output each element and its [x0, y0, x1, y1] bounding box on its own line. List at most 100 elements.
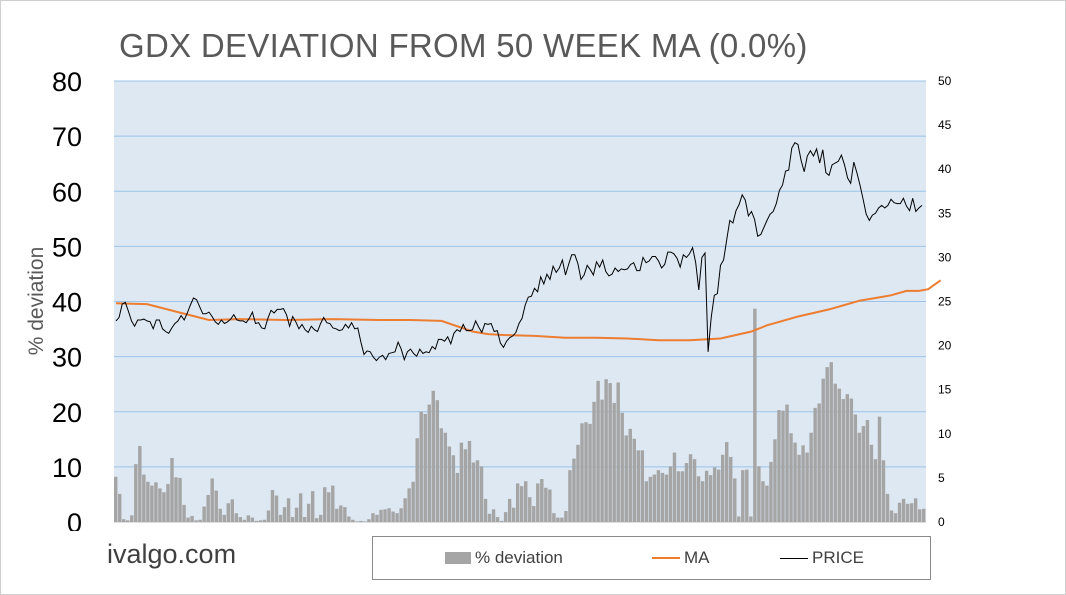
deviation-bar [520, 486, 524, 522]
deviation-bar [733, 478, 737, 522]
watermark-text: ivalgo.com [107, 539, 237, 569]
deviation-bar [849, 398, 854, 522]
deviation-bar [487, 513, 492, 522]
deviation-bar [664, 474, 669, 522]
legend-swatch-ma [652, 557, 680, 559]
deviation-bar [825, 367, 829, 522]
deviation-bar [455, 472, 460, 522]
deviation-bar [584, 422, 588, 522]
deviation-bar [467, 440, 472, 522]
deviation-bar [592, 401, 596, 522]
y-tick-label-left: 10 [52, 453, 82, 483]
deviation-bar [720, 454, 725, 522]
deviation-bar [688, 454, 693, 522]
deviation-bar [479, 466, 484, 522]
deviation-bar [893, 513, 898, 522]
deviation-bar [495, 517, 500, 522]
deviation-bar [242, 519, 247, 522]
legend-label-ma: MA [684, 548, 710, 567]
deviation-bar [319, 514, 323, 522]
deviation-bar [403, 498, 407, 522]
deviation-bar [737, 516, 741, 522]
deviation-bar [286, 498, 291, 522]
deviation-bar [142, 474, 146, 522]
deviation-bar [580, 423, 584, 522]
deviation-bar [588, 423, 592, 522]
deviation-bar [327, 492, 331, 522]
deviation-bar [158, 488, 162, 522]
deviation-bar [897, 502, 902, 522]
deviation-bar [700, 481, 705, 522]
deviation-bar [499, 520, 504, 522]
y-tick-label-right: 0 [938, 515, 945, 529]
y-tick-label-left: 30 [52, 343, 82, 373]
deviation-bar [656, 470, 661, 522]
deviation-bar [294, 507, 299, 522]
deviation-bar [877, 416, 882, 522]
y-tick-label-left: 20 [52, 398, 82, 428]
deviation-bar [439, 428, 444, 522]
deviation-bar [238, 517, 243, 522]
deviation-bar [624, 435, 628, 522]
y-tick-label-left: 0 [67, 508, 82, 531]
deviation-bar [226, 503, 230, 522]
deviation-bar [250, 517, 255, 522]
deviation-bar [411, 481, 415, 522]
deviation-bar [331, 485, 335, 522]
deviation-bar [130, 515, 134, 522]
grid-lines [114, 80, 926, 523]
deviation-bar [805, 452, 809, 522]
y-tick-label-right: 15 [938, 383, 952, 397]
deviation-bar [644, 481, 649, 522]
deviation-bar [274, 495, 279, 522]
deviation-bar [572, 458, 576, 522]
deviation-bar [246, 515, 251, 522]
deviation-bar [363, 521, 367, 522]
deviation-bar [371, 513, 375, 522]
deviation-bar [616, 382, 620, 522]
deviation-bar [423, 413, 427, 522]
deviation-bar [628, 428, 632, 522]
deviation-bar [154, 482, 158, 522]
y-axis-left: 0 10 20 30 40 50 60 70 80 [52, 67, 82, 531]
deviation-bar [395, 513, 399, 522]
deviation-bar [648, 476, 653, 522]
y-axis-label: % deviation [25, 247, 48, 356]
deviation-bar [560, 517, 564, 522]
deviation-bar [471, 462, 476, 522]
deviation-bar [323, 487, 327, 522]
deviation-bar [475, 460, 480, 522]
deviation-bar [310, 491, 315, 522]
deviation-bar [548, 489, 552, 522]
deviation-bar [314, 518, 319, 522]
deviation-bar [564, 510, 568, 522]
deviation-bar [528, 497, 532, 522]
deviation-bar [612, 402, 616, 522]
deviation-bar [126, 520, 130, 522]
deviation-bar [194, 520, 198, 522]
deviation-bar [757, 466, 761, 522]
deviation-bar [620, 412, 624, 522]
deviation-bar [769, 461, 773, 522]
y-tick-label-left: 70 [52, 122, 82, 152]
deviation-bar [632, 438, 636, 522]
deviation-bar [680, 471, 685, 522]
y-tick-label-right: 45 [938, 118, 952, 132]
deviation-bar [781, 410, 785, 522]
deviation-bar [636, 450, 640, 522]
deviation-bar [837, 388, 841, 522]
deviation-bar [909, 503, 914, 522]
deviation-bar [708, 475, 713, 522]
deviation-bar [704, 470, 709, 522]
deviation-bar [431, 390, 435, 522]
deviation-bar [262, 519, 267, 522]
deviation-bar [773, 439, 777, 522]
legend-swatch-price [780, 557, 808, 559]
deviation-bar [335, 508, 339, 522]
deviation-bar [178, 477, 182, 522]
deviation-bar [576, 444, 580, 522]
deviation-bar [150, 485, 154, 522]
legend-label-price: PRICE [812, 548, 864, 567]
deviation-bar [869, 444, 874, 522]
deviation-bar [596, 380, 600, 522]
